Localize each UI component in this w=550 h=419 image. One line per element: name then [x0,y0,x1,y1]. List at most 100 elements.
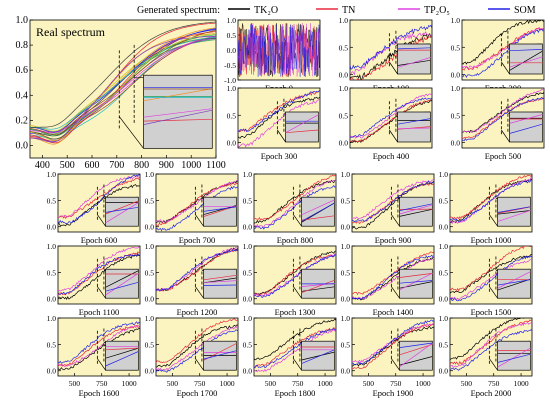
xtick-label: 600 [85,160,100,171]
ytick-label: 0.0 [227,139,237,148]
ytick-label: 0.5 [243,340,253,349]
real-series-14 [30,33,216,145]
inset-series-0 [105,347,139,359]
inset-series-0 [497,210,531,215]
panel-7: 0.0 0.5 1.0 Epoch 600 [47,170,141,245]
series-line-1 [254,253,336,296]
series-line-2 [156,326,238,371]
zoom-connector-bottom [195,286,204,299]
series-line-1 [58,325,140,367]
ytick-label: 0.5 [439,196,449,205]
legend: Generated spectrum: TK₂O TN TP₂O₅ SOM [137,5,536,16]
panel-4: 0.0 0.5 1.0 Epoch 300 [227,84,321,161]
ytick-label: 0.5 [439,268,449,277]
ytick-label: 0.2 [16,115,29,126]
ytick-label: 0.5 [227,111,237,120]
inset-series-2 [399,342,433,368]
xtick-label: 500 [60,160,75,171]
series-line-1 [238,23,320,77]
inset-series-3 [105,206,139,213]
series-line-3 [58,253,140,296]
xtick-label: 700 [109,160,124,171]
panel-6: 0.0 0.5 1.0 Epoch 500 [451,84,545,161]
panel-label: Epoch 1800 [275,388,316,398]
plot-area [156,318,238,373]
zoom-connector-bottom [119,116,144,149]
ytick-label: 0.0 [16,140,29,151]
inset-series-3 [143,108,213,118]
plot-area [156,179,238,232]
series-line-2 [462,26,544,70]
ytick-label: 1.0 [341,242,351,251]
inset-series-3 [497,206,531,213]
real-series-18 [30,33,216,141]
ytick-label: 0.0 [227,46,237,55]
xtick-label: 1100 [206,160,226,171]
series-line-0 [350,33,432,80]
plot-area [156,246,238,292]
ytick-label: 0.5 [439,340,449,349]
inset-series-4 [143,88,213,102]
inset-series-2 [397,127,431,130]
xtick-label: 500 [69,379,81,388]
inset-series-2 [301,199,335,216]
ytick-label: 1.0 [47,242,57,251]
zoom-connector-bottom [293,286,302,299]
ytick-label: 1.0 [451,16,461,25]
legend-label-1: TN [342,5,355,16]
inset-series-2 [509,56,543,68]
xtick-label: 400 [35,160,50,171]
panel-label: Epoch 2000 [471,388,512,398]
real-series-15 [30,36,216,130]
inset-series-0 [397,59,431,66]
inset-series-3 [301,202,335,222]
zoom-inset [301,196,335,227]
zoom-connector-bottom [195,214,204,227]
series-line-2 [58,246,140,292]
xtick-label: 500 [167,379,179,388]
plot-area [352,251,434,301]
inset-series-2 [203,280,237,284]
panel-label: Epoch 1100 [79,307,120,317]
zoom-inset [399,268,433,299]
panel-9: 0.0 0.5 1.0 Epoch 800 [243,170,337,245]
inset-series-3 [509,49,543,52]
inset-series-0 [399,356,433,366]
inset-series-3 [497,279,531,286]
inset-series-3 [497,353,531,363]
ytick-label: 0.0 [339,139,349,148]
inset-series-3 [105,281,139,292]
panel-13: 0.0 0.5 1.0 Epoch 1200 [145,242,239,317]
series-line-3 [462,96,544,142]
ytick-label: 0.0 [439,223,449,232]
xtick-label: 800 [134,160,149,171]
ytick-label: -0.5 [224,61,236,70]
series-line-3 [462,28,544,78]
inset-series-1 [285,129,319,134]
ytick-label: 0.6 [16,65,29,76]
zoom-inset [397,111,431,143]
plot-area [450,318,532,371]
ytick-label: 1.0 [339,84,349,93]
series-line-1 [156,318,238,364]
inset-series-0 [497,278,531,291]
series-line-0 [450,254,532,294]
ytick-label: 0.5 [145,196,155,205]
series-line-0 [450,318,525,360]
ytick-label: 0.0 [145,367,155,376]
panel-label: Epoch 800 [277,235,314,245]
plot-area [462,88,544,142]
inset-series-3 [399,342,433,348]
panel-label: Epoch 400 [373,151,410,161]
ytick-label: 1.0 [439,242,449,251]
series-line-3 [352,319,434,366]
series-line-1 [350,35,432,80]
xtick-label: 1000 [181,160,201,171]
inset-series-2 [497,347,531,368]
real-series-13 [30,35,216,134]
inset-series-3 [203,350,237,360]
ytick-label: 0.5 [227,31,237,40]
series-line-3 [450,255,532,302]
zoom-connector-bottom [489,214,498,227]
